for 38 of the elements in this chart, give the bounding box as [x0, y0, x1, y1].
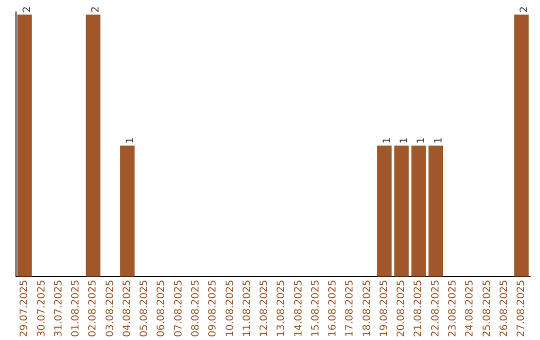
x-tick-label: 17.08.2025	[344, 280, 356, 338]
data-label: 1	[416, 137, 428, 144]
x-tick-label: 19.08.2025	[378, 280, 390, 338]
x-tick-label: 30.07.2025	[36, 280, 48, 338]
x-tick-label: 23.08.2025	[447, 280, 458, 338]
x-tick-label: 10.08.2025	[224, 280, 236, 338]
x-tick-label: 21.08.2025	[413, 280, 424, 338]
x-tick-label: 08.08.2025	[190, 280, 202, 338]
data-label: 2	[90, 6, 102, 13]
data-label: 2	[22, 6, 34, 13]
x-tick-label: 15.08.2025	[310, 280, 322, 338]
x-tick-label: 16.08.2025	[328, 280, 339, 338]
data-label: 2	[519, 6, 530, 13]
x-tick-label: 22.08.2025	[430, 280, 442, 338]
x-tick-label: 12.08.2025	[259, 280, 270, 338]
x-tick-label: 09.08.2025	[208, 280, 219, 338]
x-tick-label: 31.07.2025	[53, 280, 64, 338]
x-tick-label: 25.08.2025	[482, 280, 493, 338]
data-label: 1	[399, 137, 410, 144]
x-tick-label: 07.08.2025	[173, 280, 184, 338]
x-tick-label: 27.08.2025	[516, 280, 528, 338]
x-tick-label: 29.07.2025	[19, 280, 30, 338]
x-tick-label: 05.08.2025	[139, 280, 150, 338]
x-tick-label: 04.08.2025	[122, 280, 133, 338]
x-tick-label: 13.08.2025	[276, 280, 288, 338]
x-tick-label: 06.08.2025	[156, 280, 168, 338]
data-label: 1	[124, 137, 136, 144]
x-tick-label: 02.08.2025	[88, 280, 99, 338]
x-tick-label: 18.08.2025	[362, 280, 373, 338]
data-label: 1	[382, 137, 393, 144]
x-tick-label: 14.08.2025	[293, 280, 304, 338]
x-tick-label: 26.08.2025	[498, 280, 510, 338]
x-tick-label: 11.08.2025	[242, 280, 253, 338]
x-tick-label: 03.08.2025	[104, 280, 116, 338]
x-tick-label: 24.08.2025	[464, 280, 476, 338]
data-label: 1	[433, 137, 444, 144]
x-tick-label: 20.08.2025	[396, 280, 408, 338]
x-tick-label: 01.08.2025	[70, 280, 82, 338]
